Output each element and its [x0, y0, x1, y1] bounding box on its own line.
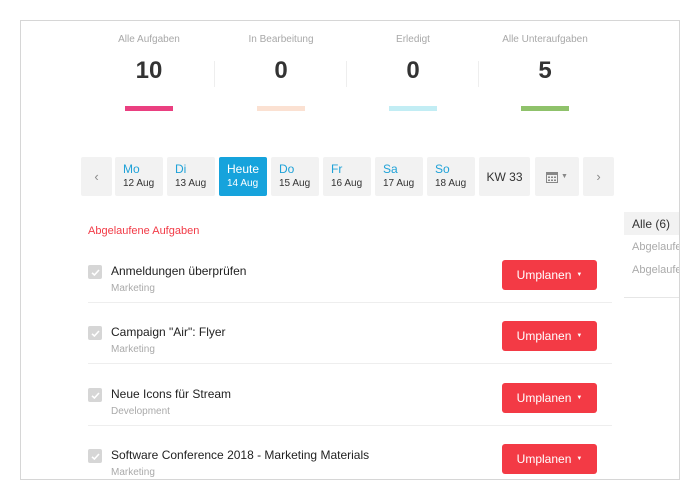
- stat-label: Alle Unteraufgaben: [502, 34, 588, 45]
- replan-label: Umplanen: [516, 452, 572, 466]
- calendar-picker-button[interactable]: ▼: [535, 157, 579, 196]
- checkmark-icon: [90, 268, 100, 276]
- stat-divider: [346, 61, 347, 87]
- stat-label: In Bearbeitung: [248, 34, 314, 45]
- panel-divider: [624, 297, 679, 298]
- day-date: 15 Aug: [279, 178, 311, 189]
- replan-label: Umplanen: [516, 391, 572, 405]
- task-row: Software Conference 2018 - Marketing Mat…: [88, 443, 608, 479]
- stat-bar-done: [389, 106, 437, 111]
- day-monday[interactable]: Mo 12 Aug: [115, 157, 163, 196]
- row-divider: [88, 363, 612, 364]
- filter-overdue-secondary[interactable]: Abgelaufen: [632, 264, 679, 276]
- day-name: Mo: [123, 162, 140, 176]
- stat-bar-all-subtasks: [521, 106, 569, 111]
- caret-down-icon: ▼: [561, 173, 568, 180]
- day-thursday[interactable]: Do 15 Aug: [271, 157, 319, 196]
- stat-done: Erledigt 0: [347, 34, 479, 85]
- task-row: Anmeldungen überprüfen Marketing Umplane…: [88, 259, 608, 320]
- task-title[interactable]: Neue Icons für Stream: [111, 387, 232, 401]
- checkmark-icon: [90, 452, 100, 460]
- week-number-button[interactable]: KW 33: [479, 157, 530, 196]
- task-title[interactable]: Software Conference 2018 - Marketing Mat…: [111, 448, 370, 462]
- task-category: Marketing: [111, 467, 155, 478]
- stat-in-progress: In Bearbeitung 0: [215, 34, 347, 85]
- replan-label: Umplanen: [516, 268, 572, 282]
- task-checkbox[interactable]: [88, 265, 102, 279]
- replan-button[interactable]: Umplanen ▼: [502, 260, 597, 290]
- replan-label: Umplanen: [516, 329, 572, 343]
- task-title[interactable]: Anmeldungen überprüfen: [111, 264, 247, 278]
- day-name: Sa: [383, 162, 398, 176]
- chevron-right-icon: ›: [596, 169, 601, 184]
- replan-button[interactable]: Umplanen ▼: [502, 321, 597, 351]
- replan-button[interactable]: Umplanen ▼: [502, 444, 597, 474]
- row-divider: [88, 425, 612, 426]
- section-title-overdue: Abgelaufene Aufgaben: [88, 225, 200, 237]
- task-checkbox[interactable]: [88, 388, 102, 402]
- next-week-button[interactable]: ›: [583, 157, 614, 196]
- filter-overdue[interactable]: Abgelaufen: [632, 241, 679, 253]
- stat-value: 0: [406, 57, 420, 84]
- chevron-left-icon: ‹: [94, 169, 99, 184]
- task-checkbox[interactable]: [88, 326, 102, 340]
- stat-all-subtasks: Alle Unteraufgaben 5: [479, 34, 611, 85]
- stat-divider: [478, 61, 479, 87]
- stat-value: 5: [538, 57, 552, 84]
- day-sunday[interactable]: So 18 Aug: [427, 157, 475, 196]
- stat-value: 10: [135, 57, 163, 84]
- day-friday[interactable]: Fr 16 Aug: [323, 157, 371, 196]
- task-row: Neue Icons für Stream Development Umplan…: [88, 382, 608, 443]
- task-overview-panel: Alle Aufgaben 10 In Bearbeitung 0 Erledi…: [20, 20, 680, 480]
- day-tuesday[interactable]: Di 13 Aug: [167, 157, 215, 196]
- day-saturday[interactable]: Sa 17 Aug: [375, 157, 423, 196]
- stat-bar-all-tasks: [125, 106, 173, 111]
- caret-down-icon: ▼: [576, 272, 583, 278]
- day-date: 16 Aug: [331, 178, 363, 189]
- task-title[interactable]: Campaign "Air": Flyer: [111, 325, 226, 339]
- stat-bar-in-progress: [257, 106, 305, 111]
- checkmark-icon: [90, 391, 100, 399]
- day-date: 12 Aug: [123, 178, 155, 189]
- caret-down-icon: ▼: [576, 395, 583, 401]
- day-date: 13 Aug: [175, 178, 207, 189]
- task-checkbox[interactable]: [88, 449, 102, 463]
- stat-value: 0: [274, 57, 288, 84]
- day-date: 18 Aug: [435, 178, 467, 189]
- filter-all[interactable]: Alle (6): [624, 212, 679, 235]
- stat-label: Erledigt: [396, 34, 430, 45]
- row-divider: [88, 302, 612, 303]
- caret-down-icon: ▼: [576, 333, 583, 339]
- caret-down-icon: ▼: [576, 456, 583, 462]
- replan-button[interactable]: Umplanen ▼: [502, 383, 597, 413]
- day-name: Fr: [331, 162, 343, 176]
- stat-all-tasks: Alle Aufgaben 10: [83, 34, 215, 85]
- task-row: Campaign "Air": Flyer Marketing Umplanen…: [88, 320, 608, 381]
- day-name: Di: [175, 162, 187, 176]
- task-category: Development: [111, 406, 170, 417]
- prev-week-button[interactable]: ‹: [81, 157, 112, 196]
- stat-divider: [214, 61, 215, 87]
- task-category: Marketing: [111, 344, 155, 355]
- day-name: Heute: [227, 162, 260, 176]
- checkmark-icon: [90, 329, 100, 337]
- day-date: 14 Aug: [227, 178, 259, 189]
- calendar-icon: [546, 171, 559, 183]
- day-date: 17 Aug: [383, 178, 415, 189]
- day-today[interactable]: Heute 14 Aug: [219, 157, 267, 196]
- task-category: Marketing: [111, 283, 155, 294]
- day-name: Do: [279, 162, 295, 176]
- stat-label: Alle Aufgaben: [118, 34, 180, 45]
- day-name: So: [435, 162, 450, 176]
